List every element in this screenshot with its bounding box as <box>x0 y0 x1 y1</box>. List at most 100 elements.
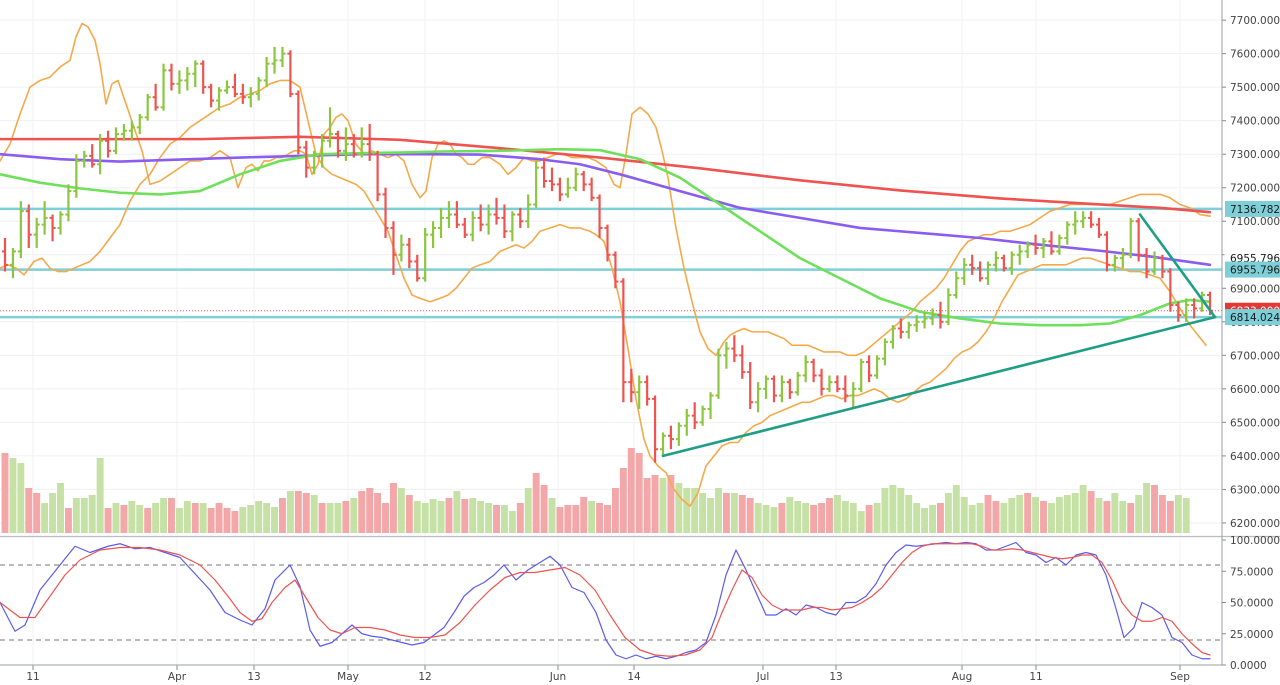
ohlc-bar <box>977 261 984 282</box>
volume-bar <box>1174 495 1182 533</box>
ohlc-bar <box>525 194 532 228</box>
volume-bar <box>754 503 762 533</box>
volume-bar <box>493 505 500 533</box>
ohlc-bar <box>596 194 603 239</box>
y-axis-tick-label: 7400.000 <box>1230 116 1280 128</box>
ohlc-bar <box>231 73 238 98</box>
ohlc-bar <box>628 368 635 403</box>
ohlc-bar <box>778 375 785 403</box>
ohlc-bar <box>223 80 230 94</box>
oscillator-axis-tick-label: 50.0000 <box>1230 598 1273 610</box>
volume-bar <box>976 503 984 533</box>
grid-lines <box>0 0 1222 665</box>
ohlc-bars <box>2 46 1213 463</box>
horizontal-levels[interactable] <box>0 207 1222 319</box>
ohlc-bar <box>866 355 873 383</box>
volume-bar <box>421 503 429 533</box>
ohlc-bar <box>556 177 563 202</box>
ohlc-bar <box>652 395 659 463</box>
ohlc-bar <box>255 77 262 101</box>
volume-bar <box>461 499 469 533</box>
ohlc-bar <box>287 50 294 98</box>
ohlc-bar <box>1167 268 1174 312</box>
ohlc-bar <box>57 211 64 235</box>
ohlc-bar <box>921 311 928 329</box>
volume-bar <box>175 508 183 533</box>
volume-bar <box>500 505 508 533</box>
volume-bar <box>374 493 382 533</box>
ohlc-bar <box>263 56 270 88</box>
ohlc-bar <box>937 301 944 329</box>
stochastic-k-line <box>0 541 1211 660</box>
volume-bar <box>144 508 152 533</box>
y-axis-tick-label: 7100.000 <box>1230 216 1280 228</box>
ohlc-bar <box>1064 221 1071 245</box>
volume-bar <box>160 498 168 533</box>
ohlc-bar <box>913 315 920 332</box>
volume-bar <box>889 485 897 533</box>
volume-bar <box>342 501 350 533</box>
ohlc-bar <box>826 375 833 393</box>
volume-bar <box>271 507 279 533</box>
ohlc-bar <box>168 63 175 91</box>
ohlc-bar <box>374 150 381 202</box>
ohlc-bar <box>358 127 365 158</box>
y-axis-tick-label: 6500.000 <box>1230 417 1280 429</box>
volume-bar <box>984 495 992 533</box>
y-axis-tick-label: 7600.000 <box>1230 49 1280 61</box>
volume-bar <box>437 501 445 533</box>
volume-bar <box>469 498 477 533</box>
price-tag: 7136.782 <box>1225 200 1280 217</box>
volume-bar <box>1000 503 1008 533</box>
ohlc-bar <box>699 405 706 426</box>
ohlc-bar <box>469 211 476 242</box>
volume-bar <box>1047 503 1055 533</box>
ohlc-bar <box>303 140 310 178</box>
volume-bar <box>1158 495 1166 533</box>
ohlc-bar <box>1000 254 1007 272</box>
ohlc-bar <box>1143 248 1150 279</box>
ohlc-bar <box>1119 248 1126 269</box>
ohlc-bar <box>1151 251 1158 275</box>
volume-bar <box>619 468 627 533</box>
volume-bar <box>730 493 738 533</box>
volume-bar <box>294 491 302 533</box>
ohlc-bar <box>572 167 579 192</box>
price-tag-box <box>1225 261 1280 278</box>
x-axis-tick-label: 11 <box>26 671 39 683</box>
volume-bar <box>627 448 635 533</box>
ohlc-bar <box>1032 234 1039 255</box>
trendline <box>1138 213 1217 319</box>
volume-bar <box>1087 491 1095 533</box>
volume-bar <box>921 508 929 533</box>
ohlc-bar <box>438 207 445 239</box>
volume-bar <box>604 505 611 533</box>
ohlc-bar <box>342 127 349 161</box>
price-tag-box <box>1225 309 1280 326</box>
ohlc-bar <box>802 355 809 383</box>
stochastic-d-line <box>0 543 1211 657</box>
volume-bar <box>936 503 944 533</box>
volume-bar <box>540 485 548 533</box>
volume-bar <box>25 488 33 533</box>
y-axis-tick-label: 6900.000 <box>1230 283 1280 295</box>
ohlc-bar <box>786 378 793 399</box>
volume-bar <box>215 503 223 533</box>
trendlines[interactable] <box>661 213 1217 458</box>
ohlc-bar <box>636 375 643 409</box>
ohlc-bar <box>73 154 80 198</box>
ohlc-bar <box>1048 231 1055 255</box>
ohlc-bar <box>414 254 421 282</box>
x-axis-tick-label: 13 <box>829 671 842 683</box>
ohlc-bar <box>1072 211 1079 235</box>
ohlc-bar <box>136 113 143 135</box>
volume-bar <box>944 493 952 533</box>
trendline <box>661 315 1217 458</box>
ohlc-bar <box>842 375 849 403</box>
ohlc-bar <box>97 134 104 175</box>
x-axis-tick-label: 12 <box>418 671 431 683</box>
ohlc-bar <box>897 318 904 339</box>
